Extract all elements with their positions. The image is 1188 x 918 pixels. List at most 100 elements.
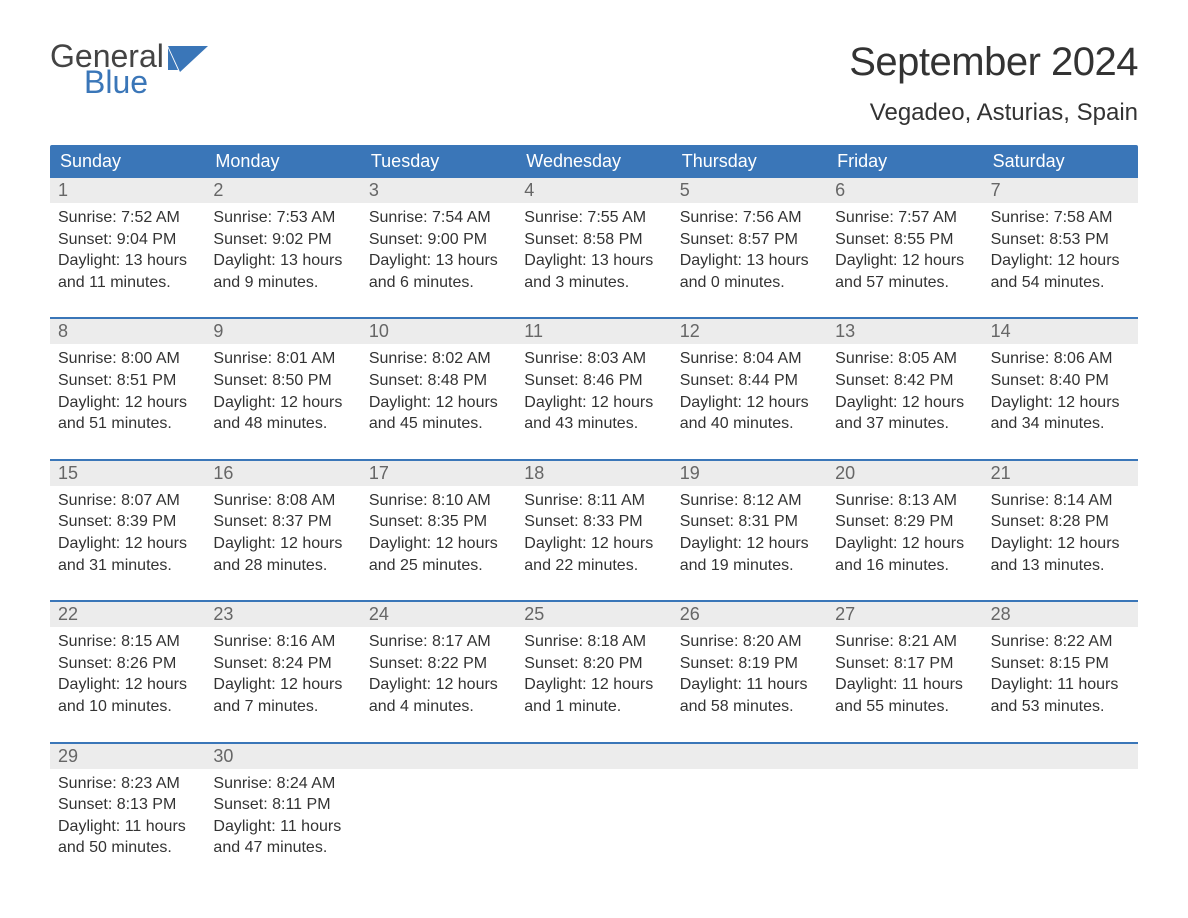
daylight-line: Daylight: 11 hours and 55 minutes. (835, 674, 974, 717)
daylight-line: Daylight: 12 hours and 25 minutes. (369, 533, 508, 576)
sunrise-line: Sunrise: 7:54 AM (369, 207, 508, 229)
day-body: Sunrise: 8:20 AMSunset: 8:19 PMDaylight:… (672, 627, 827, 723)
day-number: 16 (205, 461, 360, 486)
day-header: Tuesday (361, 145, 516, 178)
sunrise-line: Sunrise: 8:04 AM (680, 348, 819, 370)
day-body: Sunrise: 8:22 AMSunset: 8:15 PMDaylight:… (983, 627, 1138, 723)
sunrise-line: Sunrise: 8:10 AM (369, 490, 508, 512)
sunset-line: Sunset: 8:53 PM (991, 229, 1130, 251)
title-block: September 2024 Vegadeo, Asturias, Spain (849, 40, 1138, 127)
day-number (672, 744, 827, 769)
sunrise-line: Sunrise: 8:24 AM (213, 773, 352, 795)
sunset-line: Sunset: 8:20 PM (524, 653, 663, 675)
day-cell: 19Sunrise: 8:12 AMSunset: 8:31 PMDayligh… (672, 461, 827, 582)
daylight-line: Daylight: 12 hours and 7 minutes. (213, 674, 352, 717)
sunset-line: Sunset: 8:22 PM (369, 653, 508, 675)
sunrise-line: Sunrise: 8:20 AM (680, 631, 819, 653)
daylight-line: Daylight: 12 hours and 16 minutes. (835, 533, 974, 576)
day-body: Sunrise: 8:23 AMSunset: 8:13 PMDaylight:… (50, 769, 205, 865)
daylight-line: Daylight: 12 hours and 31 minutes. (58, 533, 197, 576)
day-cell: 3Sunrise: 7:54 AMSunset: 9:00 PMDaylight… (361, 178, 516, 299)
sunrise-line: Sunrise: 8:14 AM (991, 490, 1130, 512)
daylight-line: Daylight: 11 hours and 53 minutes. (991, 674, 1130, 717)
daylight-line: Daylight: 12 hours and 37 minutes. (835, 392, 974, 435)
sunrise-line: Sunrise: 8:00 AM (58, 348, 197, 370)
day-body: Sunrise: 8:05 AMSunset: 8:42 PMDaylight:… (827, 344, 982, 440)
day-cell: 28Sunrise: 8:22 AMSunset: 8:15 PMDayligh… (983, 602, 1138, 723)
day-number: 11 (516, 319, 671, 344)
day-cell: 15Sunrise: 8:07 AMSunset: 8:39 PMDayligh… (50, 461, 205, 582)
sunrise-line: Sunrise: 7:52 AM (58, 207, 197, 229)
sunrise-line: Sunrise: 8:13 AM (835, 490, 974, 512)
daylight-line: Daylight: 12 hours and 1 minute. (524, 674, 663, 717)
day-cell (827, 744, 982, 865)
day-cell (983, 744, 1138, 865)
day-body: Sunrise: 7:56 AMSunset: 8:57 PMDaylight:… (672, 203, 827, 299)
page-title: September 2024 (849, 40, 1138, 85)
day-header: Sunday (50, 145, 205, 178)
day-cell (361, 744, 516, 865)
day-cell: 10Sunrise: 8:02 AMSunset: 8:48 PMDayligh… (361, 319, 516, 440)
day-header: Friday (827, 145, 982, 178)
day-cell (672, 744, 827, 865)
day-number: 19 (672, 461, 827, 486)
sunset-line: Sunset: 8:28 PM (991, 511, 1130, 533)
sunset-line: Sunset: 8:50 PM (213, 370, 352, 392)
sunrise-line: Sunrise: 8:08 AM (213, 490, 352, 512)
day-header: Wednesday (516, 145, 671, 178)
day-cell: 17Sunrise: 8:10 AMSunset: 8:35 PMDayligh… (361, 461, 516, 582)
day-body: Sunrise: 8:10 AMSunset: 8:35 PMDaylight:… (361, 486, 516, 582)
daylight-line: Daylight: 12 hours and 43 minutes. (524, 392, 663, 435)
day-number: 5 (672, 178, 827, 203)
sunrise-line: Sunrise: 8:23 AM (58, 773, 197, 795)
day-body: Sunrise: 8:00 AMSunset: 8:51 PMDaylight:… (50, 344, 205, 440)
day-number: 28 (983, 602, 1138, 627)
daylight-line: Daylight: 13 hours and 0 minutes. (680, 250, 819, 293)
sunset-line: Sunset: 8:11 PM (213, 794, 352, 816)
sunset-line: Sunset: 8:13 PM (58, 794, 197, 816)
day-number: 24 (361, 602, 516, 627)
day-number (361, 744, 516, 769)
day-cell: 7Sunrise: 7:58 AMSunset: 8:53 PMDaylight… (983, 178, 1138, 299)
logo: General Blue (50, 40, 208, 98)
sunset-line: Sunset: 9:00 PM (369, 229, 508, 251)
calendar: SundayMondayTuesdayWednesdayThursdayFrid… (50, 145, 1138, 865)
page-header: General Blue September 2024 Vegadeo, Ast… (50, 40, 1138, 127)
daylight-line: Daylight: 12 hours and 28 minutes. (213, 533, 352, 576)
day-body: Sunrise: 7:52 AMSunset: 9:04 PMDaylight:… (50, 203, 205, 299)
sunrise-line: Sunrise: 8:01 AM (213, 348, 352, 370)
day-cell: 30Sunrise: 8:24 AMSunset: 8:11 PMDayligh… (205, 744, 360, 865)
day-body: Sunrise: 8:02 AMSunset: 8:48 PMDaylight:… (361, 344, 516, 440)
day-number: 8 (50, 319, 205, 344)
day-body: Sunrise: 8:21 AMSunset: 8:17 PMDaylight:… (827, 627, 982, 723)
day-number: 9 (205, 319, 360, 344)
week-row: 29Sunrise: 8:23 AMSunset: 8:13 PMDayligh… (50, 742, 1138, 865)
daylight-line: Daylight: 13 hours and 3 minutes. (524, 250, 663, 293)
sunset-line: Sunset: 8:35 PM (369, 511, 508, 533)
daylight-line: Daylight: 12 hours and 54 minutes. (991, 250, 1130, 293)
day-number: 17 (361, 461, 516, 486)
sunset-line: Sunset: 8:24 PM (213, 653, 352, 675)
sunset-line: Sunset: 9:04 PM (58, 229, 197, 251)
sunrise-line: Sunrise: 8:11 AM (524, 490, 663, 512)
daylight-line: Daylight: 12 hours and 10 minutes. (58, 674, 197, 717)
day-body: Sunrise: 8:14 AMSunset: 8:28 PMDaylight:… (983, 486, 1138, 582)
sunrise-line: Sunrise: 8:03 AM (524, 348, 663, 370)
sunset-line: Sunset: 8:31 PM (680, 511, 819, 533)
daylight-line: Daylight: 12 hours and 4 minutes. (369, 674, 508, 717)
logo-text: General Blue (50, 40, 164, 98)
day-number: 13 (827, 319, 982, 344)
sunrise-line: Sunrise: 8:18 AM (524, 631, 663, 653)
sunset-line: Sunset: 8:17 PM (835, 653, 974, 675)
daylight-line: Daylight: 12 hours and 13 minutes. (991, 533, 1130, 576)
day-body: Sunrise: 8:12 AMSunset: 8:31 PMDaylight:… (672, 486, 827, 582)
day-number: 3 (361, 178, 516, 203)
day-body: Sunrise: 8:11 AMSunset: 8:33 PMDaylight:… (516, 486, 671, 582)
daylight-line: Daylight: 12 hours and 57 minutes. (835, 250, 974, 293)
daylight-line: Daylight: 13 hours and 11 minutes. (58, 250, 197, 293)
day-cell: 24Sunrise: 8:17 AMSunset: 8:22 PMDayligh… (361, 602, 516, 723)
day-body: Sunrise: 8:03 AMSunset: 8:46 PMDaylight:… (516, 344, 671, 440)
day-body: Sunrise: 7:55 AMSunset: 8:58 PMDaylight:… (516, 203, 671, 299)
daylight-line: Daylight: 12 hours and 45 minutes. (369, 392, 508, 435)
sunset-line: Sunset: 8:46 PM (524, 370, 663, 392)
